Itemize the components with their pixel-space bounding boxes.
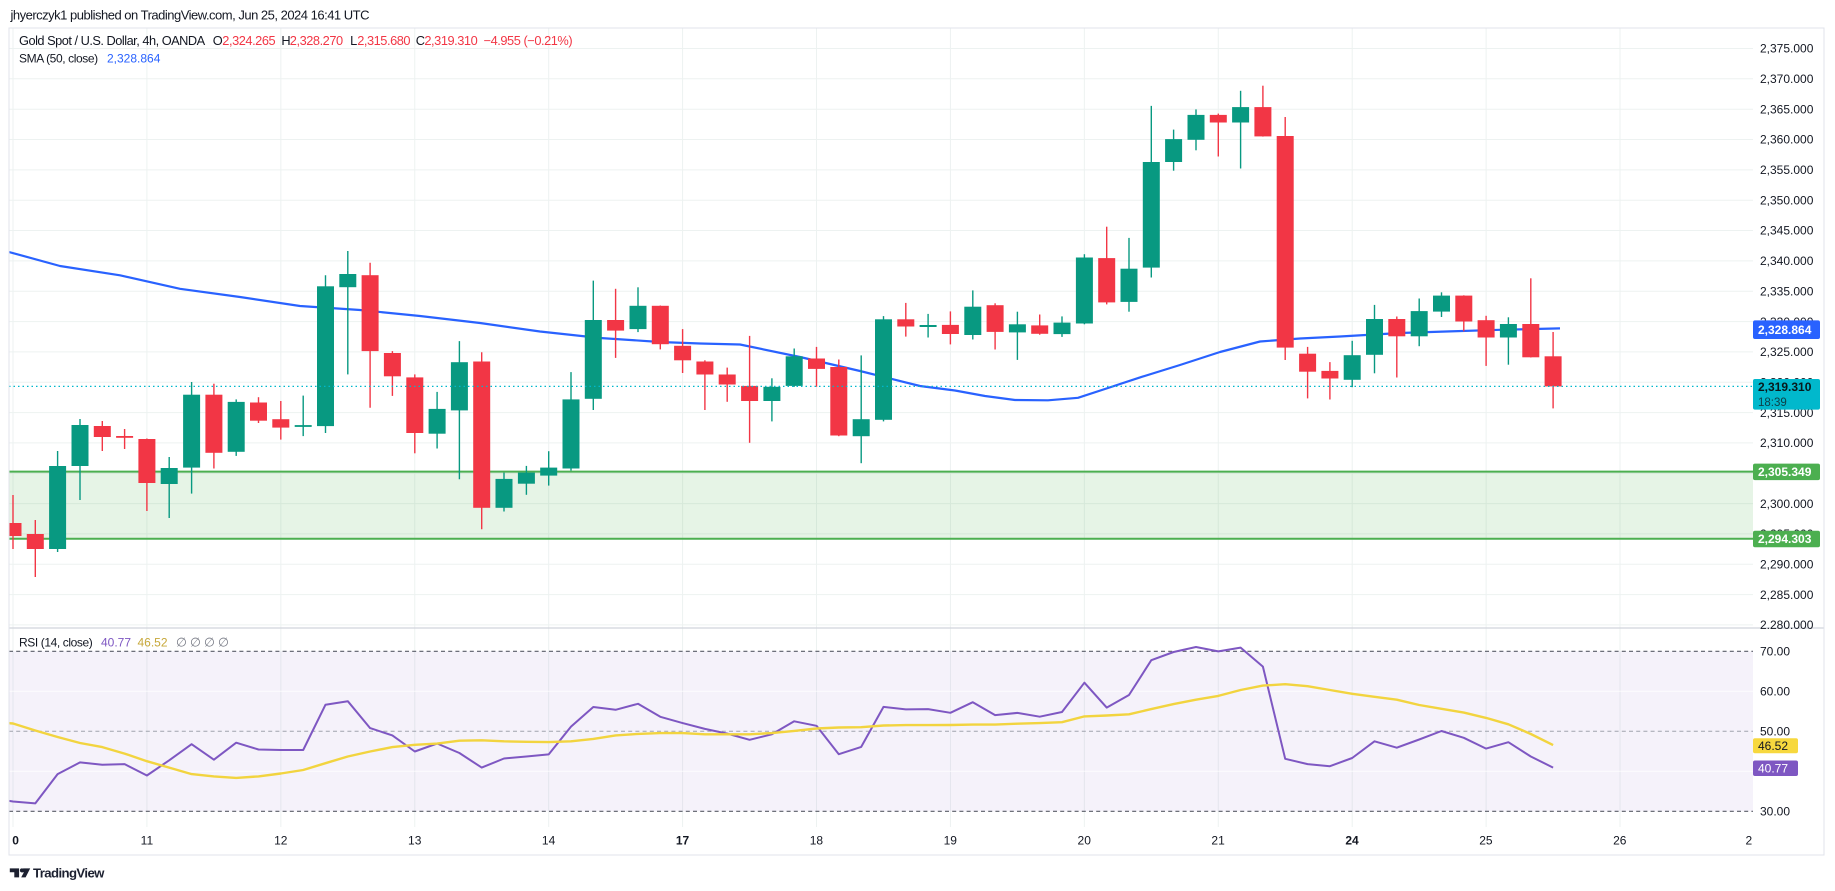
svg-text:2,315.680: 2,315.680 (357, 33, 410, 48)
svg-text:2,375.000: 2,375.000 (1760, 42, 1814, 56)
svg-text:2,350.000: 2,350.000 (1760, 193, 1814, 207)
svg-text:2,310.000: 2,310.000 (1760, 436, 1814, 450)
svg-text:70.00: 70.00 (1760, 645, 1790, 659)
svg-text:21: 21 (1211, 833, 1225, 847)
svg-text:12: 12 (274, 833, 288, 847)
svg-text:2,290.000: 2,290.000 (1760, 558, 1814, 572)
svg-text:2,319.310: 2,319.310 (1758, 380, 1812, 394)
svg-text:∅: ∅ (218, 636, 229, 650)
svg-text:11: 11 (141, 833, 154, 847)
svg-text:2,360.000: 2,360.000 (1760, 133, 1814, 147)
svg-text:2,345.000: 2,345.000 (1760, 224, 1814, 238)
svg-text:17: 17 (676, 833, 690, 847)
svg-text:2,325.000: 2,325.000 (1760, 345, 1814, 359)
svg-text:18: 18 (810, 833, 824, 847)
svg-text:∅: ∅ (204, 636, 215, 650)
svg-text:2,300.000: 2,300.000 (1760, 497, 1814, 511)
svg-text:20: 20 (1078, 833, 1092, 847)
svg-text:13: 13 (408, 833, 422, 847)
svg-text:C: C (416, 33, 425, 48)
svg-text:2,365.000: 2,365.000 (1760, 102, 1814, 116)
svg-text:25: 25 (1479, 833, 1493, 847)
svg-text:Gold Spot / U.S. Dollar, 4h, O: Gold Spot / U.S. Dollar, 4h, OANDA (19, 33, 206, 48)
svg-text:2,328.864: 2,328.864 (107, 52, 161, 66)
svg-text:TradingView: TradingView (33, 866, 105, 881)
svg-text:H: H (281, 33, 290, 48)
svg-text:46.52: 46.52 (1758, 739, 1788, 753)
svg-text:2,340.000: 2,340.000 (1760, 254, 1814, 268)
svg-text:O: O (213, 33, 223, 48)
svg-text:2,370.000: 2,370.000 (1760, 72, 1814, 86)
svg-text:14: 14 (542, 833, 556, 847)
svg-text:30.00: 30.00 (1760, 805, 1790, 819)
svg-text:40.77: 40.77 (1758, 762, 1788, 776)
svg-text:24: 24 (1345, 833, 1359, 847)
svg-text:40.77: 40.77 (101, 636, 131, 650)
svg-text:2,305.349: 2,305.349 (1758, 465, 1812, 479)
svg-text:∅: ∅ (176, 636, 187, 650)
svg-text:jhyerczyk1 published on Tradin: jhyerczyk1 published on TradingView.com,… (10, 8, 370, 23)
svg-text:19: 19 (944, 833, 958, 847)
svg-text:L: L (350, 33, 357, 48)
svg-text:−4.955 (−0.21%): −4.955 (−0.21%) (484, 33, 573, 48)
svg-text:2,285.000: 2,285.000 (1760, 588, 1814, 602)
svg-text:∅: ∅ (190, 636, 201, 650)
svg-text:2,324.265: 2,324.265 (222, 33, 275, 48)
svg-text:RSI (14, close): RSI (14, close) (19, 636, 93, 650)
svg-text:2,280.000: 2,280.000 (1760, 618, 1814, 632)
svg-text:60.00: 60.00 (1760, 685, 1790, 699)
svg-text:2,328.270: 2,328.270 (290, 33, 343, 48)
svg-text:2: 2 (1746, 833, 1753, 847)
svg-text:2,328.864: 2,328.864 (1758, 323, 1812, 337)
svg-text:2,335.000: 2,335.000 (1760, 284, 1814, 298)
svg-text:2,355.000: 2,355.000 (1760, 163, 1814, 177)
svg-text:18:39: 18:39 (1758, 397, 1787, 409)
svg-text:SMA (50, close): SMA (50, close) (19, 52, 98, 66)
svg-text:2,294.303: 2,294.303 (1758, 532, 1812, 546)
svg-text:26: 26 (1613, 833, 1627, 847)
svg-text:46.52: 46.52 (138, 636, 168, 650)
svg-text:50.00: 50.00 (1760, 725, 1790, 739)
svg-text:2,319.310: 2,319.310 (424, 33, 477, 48)
svg-text:0: 0 (12, 833, 19, 847)
